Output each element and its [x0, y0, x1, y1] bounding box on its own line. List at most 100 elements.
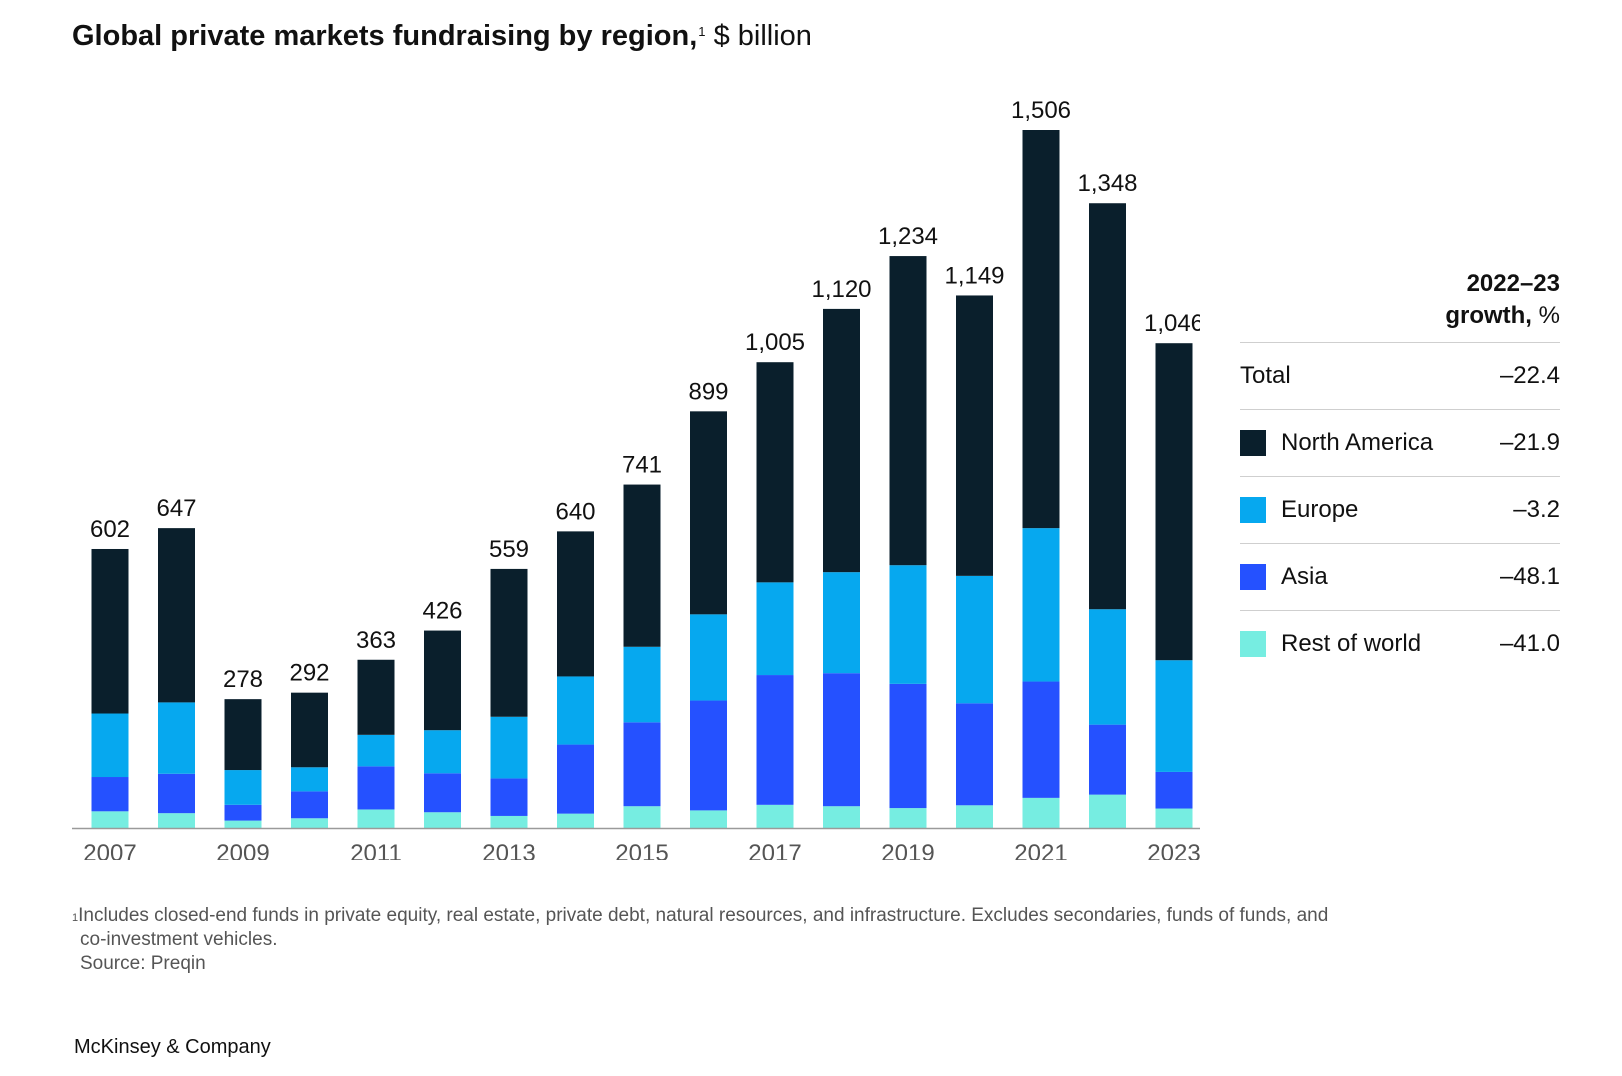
legend-swatch-north-america	[1240, 430, 1266, 456]
bar-segment-asia-2012	[424, 773, 461, 813]
bar-segment-asia-2010	[291, 791, 328, 819]
growth-header-period: 2022–23	[1466, 270, 1560, 297]
legend-label-asia: Asia	[1281, 563, 1328, 590]
x-tick-label-2007: 2007	[83, 840, 136, 860]
chart-title: Global private markets fundraising by re…	[72, 20, 812, 53]
bar-segment-rest-of-world-2008	[158, 813, 195, 828]
growth-header-unit: %	[1538, 302, 1560, 329]
x-tick-label-2021: 2021	[1014, 840, 1067, 860]
bar-segment-europe-2010	[291, 767, 328, 792]
bar-segment-asia-2011	[357, 766, 395, 810]
chart-title-main: Global private markets fundraising by re…	[72, 20, 698, 52]
bar-segment-rest-of-world-2018	[823, 806, 860, 828]
bar-segment-rest-of-world-2020	[956, 805, 993, 828]
legend-label-europe: Europe	[1281, 496, 1359, 523]
bar-segment-north-america-2013	[490, 568, 528, 717]
bar-segment-europe-2019	[889, 565, 927, 684]
total-label-2007: 602	[90, 516, 130, 543]
x-tick-label-2023: 2023	[1147, 840, 1200, 860]
bar-segment-north-america-2009	[224, 699, 262, 771]
bar-segment-north-america-2018	[823, 308, 860, 573]
bar-segment-north-america-2014	[557, 531, 594, 677]
bar-segment-europe-2021	[1022, 528, 1060, 682]
bar-segment-asia-2018	[823, 673, 860, 807]
footnote-mark: 1	[72, 912, 79, 924]
total-label-2010: 292	[289, 660, 329, 687]
growth-label-total: Total	[1240, 362, 1291, 389]
bar-segment-europe-2015	[623, 646, 661, 723]
growth-header-label: growth,	[1445, 302, 1532, 329]
x-tick-label-2015: 2015	[615, 840, 668, 860]
bar-segment-rest-of-world-2016	[690, 810, 727, 828]
growth-row-north-america: North America –21.9	[1240, 410, 1560, 477]
bar-segment-asia-2019	[889, 683, 927, 809]
bar-segment-europe-2016	[690, 614, 727, 701]
bar-segment-north-america-2010	[291, 692, 328, 768]
bar-segment-rest-of-world-2019	[889, 808, 927, 828]
footnote-line-2: co-investment vehicles.	[80, 929, 278, 950]
bar-segment-north-america-2021	[1022, 130, 1060, 529]
bar-segment-rest-of-world-2009	[224, 820, 262, 828]
bar-segment-rest-of-world-2012	[424, 812, 461, 828]
footnote-line-1: Includes closed-end funds in private equ…	[78, 905, 1329, 926]
growth-value-north-america: –21.9	[1499, 429, 1560, 456]
bar-segment-rest-of-world-2010	[291, 818, 328, 828]
bar-segment-asia-2009	[224, 804, 262, 821]
growth-value-asia: –48.1	[1499, 563, 1560, 590]
bar-segment-rest-of-world-2022	[1089, 794, 1126, 828]
bar-segment-asia-2013	[490, 778, 528, 816]
bar-segment-europe-2020	[956, 575, 993, 704]
bar-segment-asia-2008	[158, 773, 195, 814]
total-label-2015: 741	[622, 452, 662, 479]
total-label-2009: 278	[223, 666, 263, 693]
bar-segment-rest-of-world-2007	[91, 811, 129, 828]
bar-segment-europe-2007	[91, 713, 129, 778]
bar-segment-north-america-2019	[889, 256, 927, 566]
bar-segment-europe-2011	[357, 734, 395, 767]
bar-segment-asia-2015	[623, 722, 661, 807]
growth-table-header: 2022–23 growth, %	[1240, 268, 1560, 343]
title-footnote-mark: 1	[698, 24, 706, 39]
legend-swatch-rest-of-world	[1240, 631, 1266, 657]
footnote: 1Includes closed-end funds in private eq…	[72, 904, 1472, 976]
legend-label-north-america: North America	[1281, 429, 1434, 456]
growth-value-rest-of-world: –41.0	[1499, 630, 1560, 657]
total-label-2022: 1,348	[1077, 170, 1137, 197]
bar-segment-europe-2009	[224, 770, 262, 805]
bar-segment-asia-2020	[956, 703, 993, 806]
x-tick-label-2009: 2009	[216, 840, 269, 860]
total-label-2019: 1,234	[878, 223, 938, 250]
bar-segment-europe-2014	[557, 676, 594, 745]
bar-segment-europe-2012	[424, 730, 461, 774]
total-label-2012: 426	[422, 598, 462, 625]
total-label-2008: 647	[156, 495, 196, 522]
bar-segment-asia-2007	[91, 777, 129, 812]
x-tick-label-2013: 2013	[482, 840, 535, 860]
x-tick-label-2017: 2017	[748, 840, 801, 860]
footnote-source: Source: Preqin	[80, 953, 206, 974]
bar-segment-asia-2014	[557, 744, 594, 814]
bar-segment-rest-of-world-2013	[490, 815, 528, 828]
x-tick-label-2011: 2011	[350, 840, 402, 860]
bar-segment-rest-of-world-2011	[357, 809, 395, 828]
total-label-2017: 1,005	[745, 329, 805, 356]
bar-segment-rest-of-world-2023	[1155, 808, 1193, 828]
bar-segment-asia-2023	[1155, 771, 1193, 809]
legend-swatch-asia	[1240, 564, 1266, 590]
growth-row-europe: Europe –3.2	[1240, 477, 1560, 544]
bar-segment-north-america-2016	[690, 411, 727, 615]
bar-segment-asia-2016	[690, 700, 727, 811]
growth-value-europe: –3.2	[1513, 496, 1560, 523]
bar-segment-asia-2021	[1022, 681, 1060, 798]
total-label-2021: 1,506	[1011, 97, 1071, 124]
x-tick-label-2019: 2019	[881, 840, 934, 860]
chart-title-unit: $ billion	[713, 20, 812, 52]
legend-label-rest-of-world: Rest of world	[1281, 630, 1422, 657]
bar-segment-north-america-2022	[1089, 203, 1126, 610]
total-label-2023: 1,046	[1144, 310, 1200, 337]
growth-row-rest-of-world: Rest of world –41.0	[1240, 611, 1560, 677]
stacked-bar-chart: 602 2007 647 278 2009 292 363 2011 426 559 2013 640…	[72, 97, 1200, 860]
bar-segment-north-america-2008	[158, 528, 195, 703]
total-label-2014: 640	[555, 498, 595, 525]
bar-segment-rest-of-world-2014	[557, 813, 594, 828]
